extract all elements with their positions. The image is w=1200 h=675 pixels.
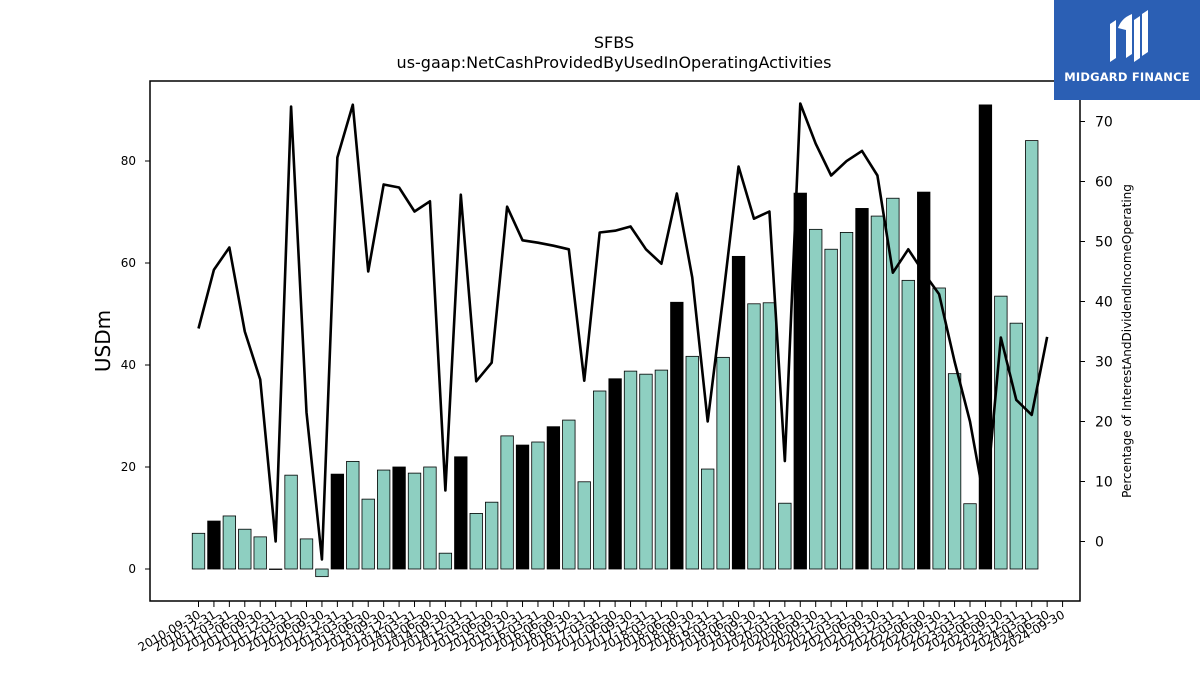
bar [978,104,993,570]
bar [747,303,761,570]
y2-tick-label: 20 [1095,415,1113,431]
y2-axis-label: Percentage of InterestAndDividendIncomeO… [1120,184,1134,498]
bar [315,568,329,578]
y2-tick-label: 70 [1095,115,1113,131]
y-tick-label: 40 [121,358,136,372]
bar [824,248,838,570]
bar [407,472,422,570]
bar [870,215,885,570]
bar [608,378,622,570]
y-tick-label: 0 [128,562,136,576]
bar [253,536,267,570]
y2-tick-label: 40 [1095,295,1113,311]
bar [901,279,915,570]
bar [485,501,499,570]
chart-subtitle: us-gaap:NetCashProvidedByUsedInOperating… [397,53,832,72]
bar [762,302,777,570]
bar [809,228,823,570]
bar [207,520,221,570]
bar [438,552,453,570]
bar [701,468,715,570]
bar [917,191,931,570]
y2-tick-label: 30 [1095,355,1113,371]
bar [562,419,576,570]
bar [515,444,530,570]
bar [392,466,406,570]
y-tick-label: 20 [121,460,136,474]
bar [839,231,854,570]
bar [268,568,283,570]
bar [531,441,545,570]
bar [886,197,900,570]
midgard-logo-icon [1110,10,1148,62]
bar [454,456,468,570]
chart-title: SFBS [594,33,634,52]
bar [932,287,946,570]
bar [238,528,252,570]
bar [855,208,869,570]
y2-tick-label: 0 [1095,535,1104,551]
y-axis-label: USDm [91,310,115,372]
bar [423,466,437,570]
bar [284,474,298,570]
plot-area [191,102,1049,578]
bar [546,426,561,570]
y2-tick-label: 10 [1095,475,1113,491]
y-axis-right: 0 10 20 30 40 50 60 70 [1080,115,1113,551]
bar [716,356,730,570]
y2-tick-label: 50 [1095,235,1113,251]
bar [500,435,514,570]
y-tick-label: 80 [121,154,136,168]
bar [654,369,669,570]
bar [778,502,792,570]
bar [670,301,684,570]
logo-text: MIDGARD FINANCE [1064,70,1190,84]
bar [191,532,206,570]
midgard-finance-logo: MIDGARD FINANCE [1054,0,1200,100]
y-axis-left: 0 20 40 60 80 [121,154,150,576]
bar [361,498,375,570]
bar [593,390,607,570]
bar [346,460,360,570]
bar [377,469,391,570]
series-line [197,102,1049,561]
bar [1009,322,1023,570]
bar [623,370,638,570]
bar [639,373,653,570]
bar [299,538,314,570]
x-axis: 2010-09-302010-12-312011-03-312011-06-30… [136,601,1067,654]
bar [1025,140,1039,570]
y-tick-label: 60 [121,256,136,270]
bar [731,255,746,570]
bar [330,473,345,570]
bar [685,355,699,570]
bar [947,373,962,570]
bar [793,192,807,570]
bar [577,481,591,570]
bar [222,515,237,570]
bar [469,513,483,570]
bar [963,503,977,570]
y2-tick-label: 60 [1095,175,1113,191]
